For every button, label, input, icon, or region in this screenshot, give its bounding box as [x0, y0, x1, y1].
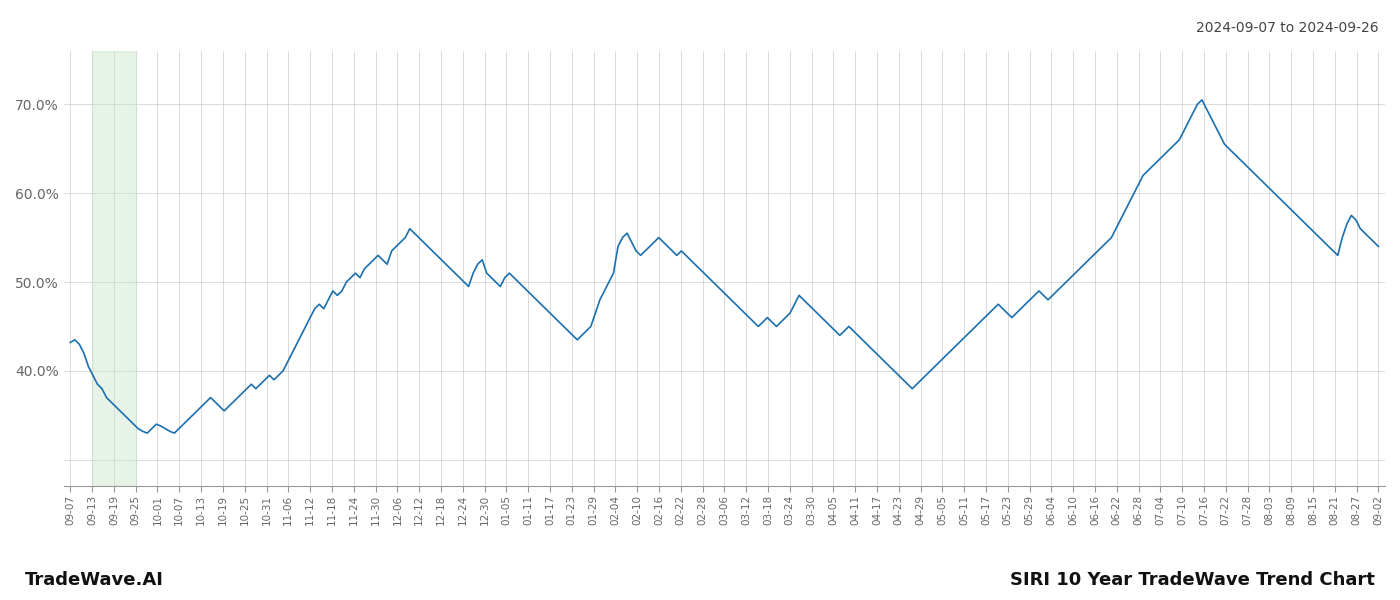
Text: TradeWave.AI: TradeWave.AI [25, 571, 164, 589]
Bar [92, 51, 136, 487]
Text: 2024-09-07 to 2024-09-26: 2024-09-07 to 2024-09-26 [1197, 21, 1379, 35]
Text: SIRI 10 Year TradeWave Trend Chart: SIRI 10 Year TradeWave Trend Chart [1009, 571, 1375, 589]
